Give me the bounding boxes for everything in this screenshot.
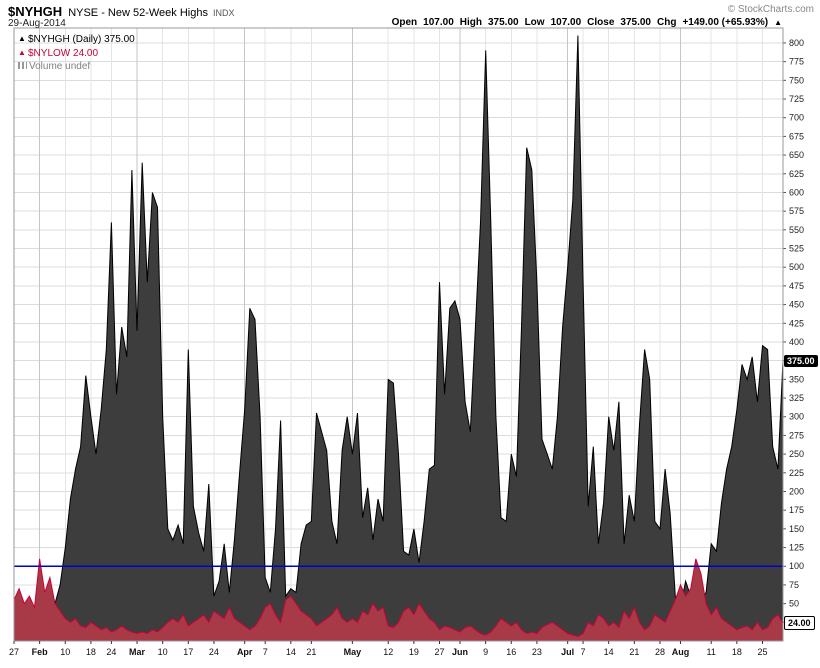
svg-text:Jun: Jun [452, 647, 468, 657]
svg-text:27: 27 [435, 647, 445, 657]
svg-text:25: 25 [757, 647, 767, 657]
svg-text:400: 400 [789, 337, 804, 347]
svg-text:24: 24 [106, 647, 116, 657]
svg-text:775: 775 [789, 57, 804, 67]
chg-value: +149.00 (+65.93%) [682, 17, 769, 28]
last-price-tag-nylow: 24.00 [784, 616, 815, 631]
exchange-tag: INDX [212, 8, 235, 18]
chart-header: $NYHGH NYSE - New 52-Week Highs INDX © Sto… [8, 3, 814, 19]
legend-nylow-label: $NYLOW 24.00 [28, 48, 99, 59]
svg-text:21: 21 [629, 647, 639, 657]
open-value: 107.00 [423, 17, 454, 28]
svg-text:350: 350 [789, 374, 804, 384]
y-axis-labels: 2550751001251501752002252502753003253503… [783, 38, 804, 627]
svg-text:650: 650 [789, 150, 804, 160]
svg-text:Apr: Apr [237, 647, 253, 657]
svg-text:100: 100 [789, 561, 804, 571]
svg-text:725: 725 [789, 94, 804, 104]
svg-text:275: 275 [789, 430, 804, 440]
legend-nyhgh-label: $NYHGH (Daily) 375.00 [28, 34, 135, 45]
high-label: High [459, 17, 482, 28]
svg-text:125: 125 [789, 543, 804, 553]
chart-legend: ▲ $NYHGH (Daily) 375.00 ▲ $NYLOW 24.00 Vol… [18, 32, 135, 73]
svg-text:Mar: Mar [129, 647, 146, 657]
svg-text:700: 700 [789, 113, 804, 123]
low-label: Low [524, 17, 545, 28]
svg-text:11: 11 [707, 647, 716, 657]
legend-item-nylow: ▲ $NYLOW 24.00 [18, 46, 135, 60]
svg-text:12: 12 [383, 647, 393, 657]
svg-text:7: 7 [263, 647, 268, 657]
svg-text:24: 24 [209, 647, 219, 657]
svg-text:425: 425 [789, 318, 804, 328]
svg-text:625: 625 [789, 169, 804, 179]
symbol-name: NYSE - New 52-Week Highs [68, 7, 208, 19]
svg-text:May: May [344, 647, 362, 657]
svg-text:50: 50 [789, 599, 799, 609]
close-label: Close [587, 17, 615, 28]
svg-text:18: 18 [732, 647, 742, 657]
svg-text:575: 575 [789, 206, 804, 216]
svg-text:300: 300 [789, 412, 804, 422]
svg-text:21: 21 [306, 647, 316, 657]
quote-line: Open 107.00 High 375.00 Low 107.00 Close 375.00… [386, 17, 782, 28]
svg-text:500: 500 [789, 262, 804, 272]
svg-text:10: 10 [60, 647, 70, 657]
chart-date: 29-Aug-2014 [8, 18, 66, 29]
svg-text:27: 27 [9, 647, 19, 657]
high-value: 375.00 [487, 17, 519, 28]
symbol: $NYHGH [8, 4, 63, 19]
svg-text:17: 17 [183, 647, 193, 657]
svg-text:550: 550 [789, 225, 804, 235]
legend-item-volume: Volume undef [18, 60, 135, 73]
svg-text:150: 150 [789, 524, 804, 534]
svg-text:16: 16 [506, 647, 516, 657]
svg-text:Feb: Feb [32, 647, 49, 657]
legend-item-nyhgh: ▲ $NYHGH (Daily) 375.00 [18, 32, 135, 46]
nyhgh-area-series [13, 35, 784, 642]
svg-text:Aug: Aug [672, 647, 690, 657]
svg-text:225: 225 [789, 468, 804, 478]
svg-text:525: 525 [789, 244, 804, 254]
svg-text:14: 14 [286, 647, 296, 657]
low-value: 107.00 [550, 17, 582, 28]
svg-text:Jul: Jul [561, 647, 574, 657]
up-arrow-icon: ▲ [774, 18, 782, 27]
svg-text:600: 600 [789, 187, 804, 197]
last-price-tag-nyhgh: 375.00 [784, 354, 818, 367]
volume-bars-icon [18, 62, 27, 69]
svg-text:23: 23 [532, 647, 542, 657]
svg-text:28: 28 [655, 647, 665, 657]
svg-text:14: 14 [604, 647, 614, 657]
svg-text:75: 75 [789, 580, 799, 590]
nylow-area-series [13, 558, 784, 642]
nylow-area-icon: ▲ [18, 48, 26, 57]
svg-text:250: 250 [789, 449, 804, 459]
legend-volume-label: Volume undef [29, 61, 91, 72]
svg-text:450: 450 [789, 300, 804, 310]
svg-text:475: 475 [789, 281, 804, 291]
svg-text:19: 19 [409, 647, 419, 657]
x-axis-labels: 27 Feb 10 18 24 Mar 10 17 24 Apr 7 14 21 May 12 19 27 Jun… [9, 641, 768, 657]
svg-text:325: 325 [789, 393, 804, 403]
close-value: 375.00 [620, 17, 651, 28]
chg-label: Chg [657, 17, 677, 28]
nyhgh-area-icon: ▲ [18, 34, 26, 43]
svg-text:750: 750 [789, 75, 804, 85]
copyright: © StockCharts.com [727, 4, 814, 15]
svg-text:800: 800 [789, 38, 804, 48]
plot-border [13, 27, 784, 642]
svg-text:200: 200 [789, 486, 804, 496]
svg-text:9: 9 [483, 647, 488, 657]
svg-text:175: 175 [789, 505, 804, 515]
svg-text:675: 675 [789, 131, 804, 141]
svg-text:18: 18 [86, 647, 96, 657]
svg-text:10: 10 [158, 647, 168, 657]
open-label: Open [391, 17, 418, 28]
svg-text:7: 7 [581, 647, 586, 657]
